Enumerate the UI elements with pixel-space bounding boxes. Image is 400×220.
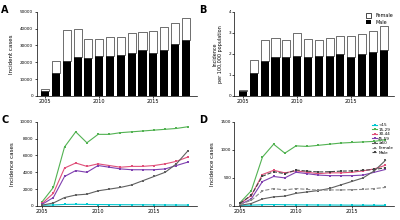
Bar [347,57,355,96]
Bar [293,33,301,56]
Bar [171,23,179,44]
Bar [282,40,290,57]
Bar [138,32,146,50]
Bar [326,38,334,56]
Text: C: C [1,115,9,125]
Bar [380,26,388,50]
Bar [160,27,168,50]
Bar [358,34,366,54]
Legend: <15, 15-29, 30-44, 45-59, ≥60, Female, Male: <15, 15-29, 30-44, 45-59, ≥60, Female, M… [372,123,394,155]
Bar [149,31,157,53]
Bar [74,57,82,96]
Bar [84,39,92,58]
Bar [63,61,71,96]
Bar [128,53,136,96]
Bar [282,57,290,96]
Bar [250,73,258,96]
Bar [239,91,247,96]
Bar [336,36,344,54]
Bar [336,54,344,96]
Bar [315,56,323,96]
Bar [369,52,377,96]
Bar [315,40,323,56]
Bar [380,50,388,96]
Bar [182,18,190,40]
Y-axis label: Incidence cases: Incidence cases [210,142,215,186]
Bar [117,55,125,96]
Y-axis label: Incident cases: Incident cases [10,34,14,74]
Bar [63,30,71,60]
Y-axis label: Incidence cases: Incidence cases [10,142,14,186]
Bar [95,56,103,96]
Bar [41,89,49,91]
Bar [117,37,125,55]
Bar [128,33,136,53]
Bar [160,50,168,96]
Bar [250,60,258,73]
Bar [261,61,269,96]
Bar [239,90,247,91]
Bar [272,57,280,96]
Text: A: A [1,5,9,15]
Bar [52,61,60,73]
Bar [304,39,312,57]
Legend: Female, Male: Female, Male [366,13,394,25]
Bar [272,38,280,57]
Bar [261,40,269,61]
Bar [106,37,114,55]
Bar [149,53,157,96]
Bar [369,31,377,52]
Bar [41,91,49,96]
Y-axis label: Incidence
per 100,000 population: Incidence per 100,000 population [212,25,223,83]
Bar [347,36,355,57]
Bar [182,40,190,96]
Text: D: D [199,115,207,125]
Bar [326,56,334,96]
Bar [95,39,103,56]
Bar [171,44,179,96]
Bar [106,55,114,96]
Bar [138,50,146,96]
Bar [293,56,301,96]
Bar [74,29,82,57]
Bar [358,54,366,96]
Text: B: B [199,5,207,15]
Bar [52,73,60,96]
Bar [84,58,92,96]
Bar [304,57,312,96]
